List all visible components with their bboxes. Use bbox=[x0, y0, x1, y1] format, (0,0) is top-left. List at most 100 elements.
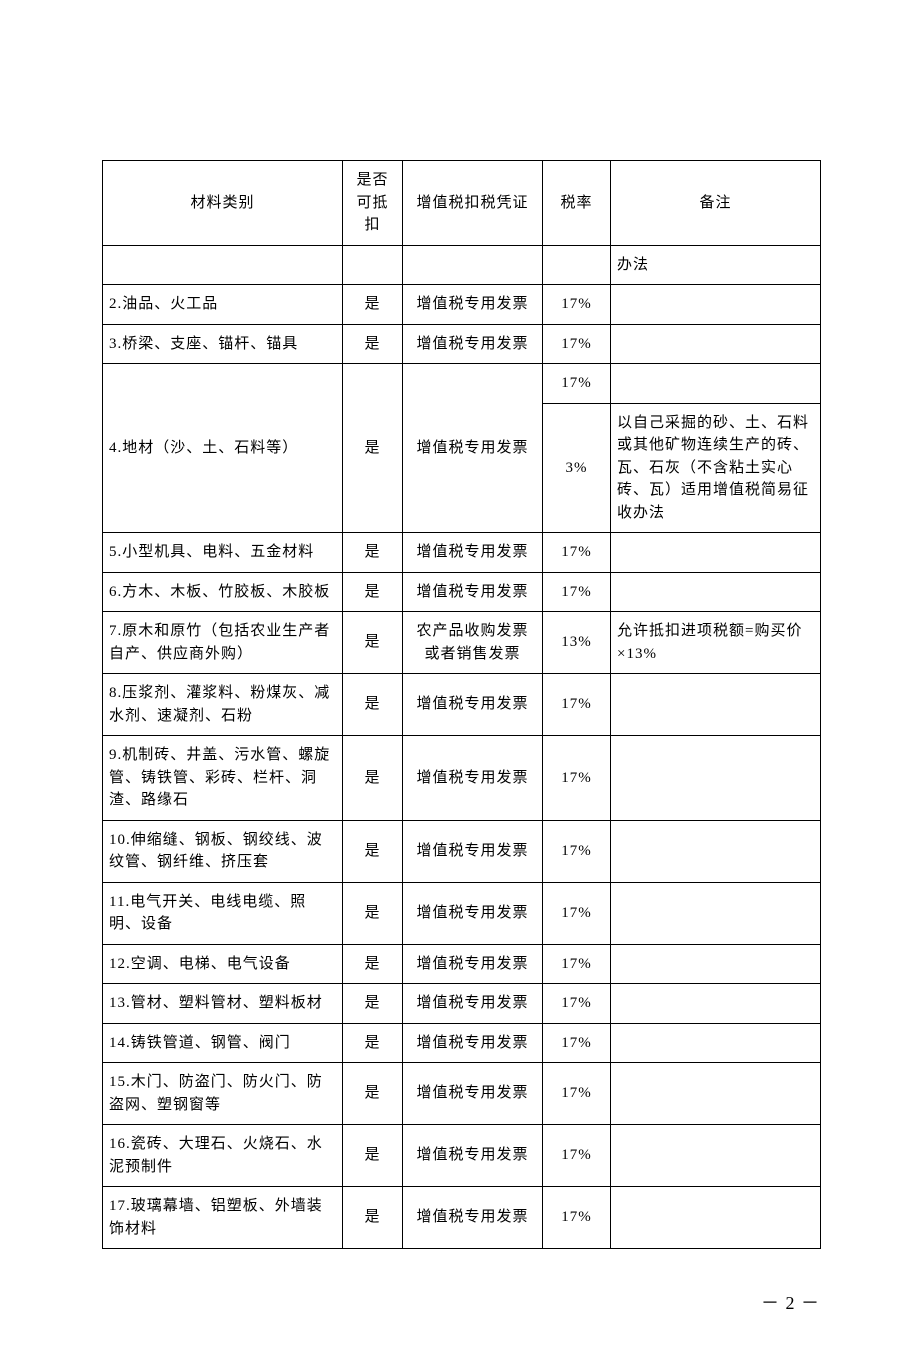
cell-note bbox=[611, 1023, 821, 1063]
table-row: 14.铸铁管道、钢管、阀门是增值税专用发票17% bbox=[103, 1023, 821, 1063]
cell-note bbox=[611, 944, 821, 984]
table-row: 办法 bbox=[103, 245, 821, 285]
table-row: 13.管材、塑料管材、塑料板材是增值税专用发票17% bbox=[103, 984, 821, 1024]
cell-deductible: 是 bbox=[343, 1023, 403, 1063]
cell-note bbox=[611, 1125, 821, 1187]
cell-deductible: 是 bbox=[343, 736, 403, 821]
header-deductible: 是否可抵扣 bbox=[343, 161, 403, 246]
cell-material: 14.铸铁管道、钢管、阀门 bbox=[103, 1023, 343, 1063]
table-row: 15.木门、防盗门、防火门、防盗网、塑钢窗等是增值税专用发票17% bbox=[103, 1063, 821, 1125]
cell-material: 10.伸缩缝、钢板、钢绞线、波纹管、钢纤维、挤压套 bbox=[103, 820, 343, 882]
header-material: 材料类别 bbox=[103, 161, 343, 246]
cell-note bbox=[611, 882, 821, 944]
cell-rate: 17% bbox=[543, 1063, 611, 1125]
cell-deductible: 是 bbox=[343, 1063, 403, 1125]
cell-rate: 17% bbox=[543, 736, 611, 821]
cell-rate: 17% bbox=[543, 1023, 611, 1063]
cell-voucher: 增值税专用发票 bbox=[403, 1187, 543, 1249]
cell-deductible: 是 bbox=[343, 944, 403, 984]
cell-material: 4.地材（沙、土、石料等） bbox=[103, 364, 343, 533]
table-header-row: 材料类别是否可抵扣增值税扣税凭证税率备注 bbox=[103, 161, 821, 246]
cell-deductible: 是 bbox=[343, 1187, 403, 1249]
cell-material: 16.瓷砖、大理石、火烧石、水泥预制件 bbox=[103, 1125, 343, 1187]
cell-rate: 17% bbox=[543, 1187, 611, 1249]
table-row: 17.玻璃幕墙、铝塑板、外墙装饰材料是增值税专用发票17% bbox=[103, 1187, 821, 1249]
header-rate: 税率 bbox=[543, 161, 611, 246]
cell-deductible: 是 bbox=[343, 820, 403, 882]
cell-material: 13.管材、塑料管材、塑料板材 bbox=[103, 984, 343, 1024]
cell-deductible: 是 bbox=[343, 612, 403, 674]
cell-note bbox=[611, 736, 821, 821]
cell-rate: 17% bbox=[543, 572, 611, 612]
cell-voucher: 增值税专用发票 bbox=[403, 820, 543, 882]
page-number: － 2 － bbox=[102, 1249, 820, 1315]
cell-deductible: 是 bbox=[343, 364, 403, 533]
cell-note: 允许抵扣进项税额=购买价×13% bbox=[611, 612, 821, 674]
cell-rate: 17% bbox=[543, 324, 611, 364]
cell-rate: 17% bbox=[543, 944, 611, 984]
table-row: 3.桥梁、支座、锚杆、锚具是增值税专用发票17% bbox=[103, 324, 821, 364]
cell-voucher: 增值税专用发票 bbox=[403, 572, 543, 612]
cell-material: 7.原木和原竹（包括农业生产者自产、供应商外购） bbox=[103, 612, 343, 674]
cell-note bbox=[611, 364, 821, 404]
table-row: 6.方木、木板、竹胶板、木胶板是增值税专用发票17% bbox=[103, 572, 821, 612]
cell-rate: 17% bbox=[543, 364, 611, 404]
cell-note bbox=[611, 984, 821, 1024]
table-row: 11.电气开关、电线电缆、照明、设备是增值税专用发票17% bbox=[103, 882, 821, 944]
cell-voucher: 增值税专用发票 bbox=[403, 533, 543, 573]
cell-voucher: 增值税专用发票 bbox=[403, 944, 543, 984]
cell-deductible: 是 bbox=[343, 1125, 403, 1187]
cell-rate: 17% bbox=[543, 674, 611, 736]
table-row: 5.小型机具、电料、五金材料是增值税专用发票17% bbox=[103, 533, 821, 573]
cell-deductible: 是 bbox=[343, 674, 403, 736]
cell-material: 5.小型机具、电料、五金材料 bbox=[103, 533, 343, 573]
cell-note bbox=[611, 533, 821, 573]
cell-rate: 17% bbox=[543, 820, 611, 882]
cell-material: 8.压浆剂、灌浆料、粉煤灰、减水剂、速凝剂、石粉 bbox=[103, 674, 343, 736]
cell-note bbox=[611, 285, 821, 325]
cell-note bbox=[611, 820, 821, 882]
table-row: 4.地材（沙、土、石料等）是增值税专用发票17% bbox=[103, 364, 821, 404]
cell-rate: 17% bbox=[543, 1125, 611, 1187]
cell-voucher: 增值税专用发票 bbox=[403, 984, 543, 1024]
cell-deductible: 是 bbox=[343, 572, 403, 612]
cell-rate: 3% bbox=[543, 403, 611, 533]
cell-deductible bbox=[343, 245, 403, 285]
table-row: 8.压浆剂、灌浆料、粉煤灰、减水剂、速凝剂、石粉是增值税专用发票17% bbox=[103, 674, 821, 736]
table-row: 16.瓷砖、大理石、火烧石、水泥预制件是增值税专用发票17% bbox=[103, 1125, 821, 1187]
cell-note: 办法 bbox=[611, 245, 821, 285]
cell-material: 9.机制砖、井盖、污水管、螺旋管、铸铁管、彩砖、栏杆、洞渣、路缘石 bbox=[103, 736, 343, 821]
cell-rate: 17% bbox=[543, 984, 611, 1024]
page-container: 材料类别是否可抵扣增值税扣税凭证税率备注办法2.油品、火工品是增值税专用发票17… bbox=[0, 0, 920, 1365]
materials-table: 材料类别是否可抵扣增值税扣税凭证税率备注办法2.油品、火工品是增值税专用发票17… bbox=[102, 160, 821, 1249]
table-row: 12.空调、电梯、电气设备是增值税专用发票17% bbox=[103, 944, 821, 984]
cell-rate: 17% bbox=[543, 285, 611, 325]
cell-note bbox=[611, 1187, 821, 1249]
cell-rate: 17% bbox=[543, 533, 611, 573]
cell-voucher: 农产品收购发票或者销售发票 bbox=[403, 612, 543, 674]
cell-material: 6.方木、木板、竹胶板、木胶板 bbox=[103, 572, 343, 612]
cell-voucher: 增值税专用发票 bbox=[403, 1063, 543, 1125]
cell-voucher: 增值税专用发票 bbox=[403, 285, 543, 325]
cell-material bbox=[103, 245, 343, 285]
cell-voucher: 增值税专用发票 bbox=[403, 736, 543, 821]
table-row: 2.油品、火工品是增值税专用发票17% bbox=[103, 285, 821, 325]
table-row: 9.机制砖、井盖、污水管、螺旋管、铸铁管、彩砖、栏杆、洞渣、路缘石是增值税专用发… bbox=[103, 736, 821, 821]
cell-voucher: 增值税专用发票 bbox=[403, 324, 543, 364]
cell-deductible: 是 bbox=[343, 285, 403, 325]
cell-material: 17.玻璃幕墙、铝塑板、外墙装饰材料 bbox=[103, 1187, 343, 1249]
table-row: 7.原木和原竹（包括农业生产者自产、供应商外购）是农产品收购发票或者销售发票13… bbox=[103, 612, 821, 674]
cell-deductible: 是 bbox=[343, 324, 403, 364]
cell-material: 15.木门、防盗门、防火门、防盗网、塑钢窗等 bbox=[103, 1063, 343, 1125]
cell-rate: 17% bbox=[543, 882, 611, 944]
cell-material: 2.油品、火工品 bbox=[103, 285, 343, 325]
cell-deductible: 是 bbox=[343, 882, 403, 944]
cell-material: 3.桥梁、支座、锚杆、锚具 bbox=[103, 324, 343, 364]
cell-deductible: 是 bbox=[343, 984, 403, 1024]
cell-note bbox=[611, 572, 821, 612]
cell-voucher: 增值税专用发票 bbox=[403, 882, 543, 944]
cell-note bbox=[611, 674, 821, 736]
cell-note bbox=[611, 324, 821, 364]
cell-rate bbox=[543, 245, 611, 285]
cell-voucher: 增值税专用发票 bbox=[403, 1023, 543, 1063]
